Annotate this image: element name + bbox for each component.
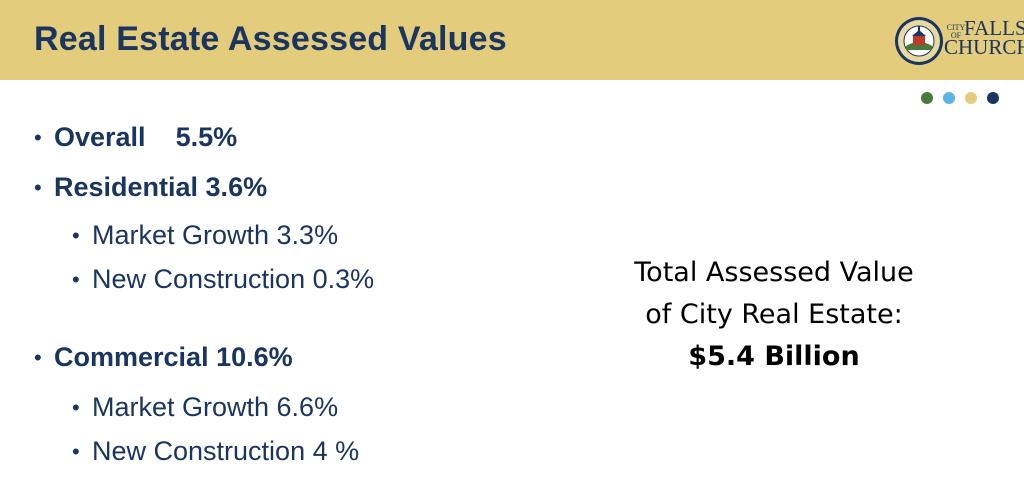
logo-wordmark: FALLS CHURCH	[944, 16, 1024, 58]
total-assessed-summary: Total Assessed Value of City Real Estate…	[604, 252, 944, 378]
accent-dot	[987, 92, 999, 104]
accent-dot	[965, 92, 977, 104]
accent-dot	[921, 92, 933, 104]
logo-line-1: FALLS	[964, 16, 1024, 40]
city-logo: CITY OF FALLS CHURCH	[894, 16, 1024, 70]
logo-line-2: CHURCH	[944, 35, 1024, 59]
bullet-text: New Construction 0.3%	[92, 264, 375, 294]
bullet-text: Residential 3.6%	[54, 172, 268, 202]
bullet-text: Overall 5.5%	[54, 122, 238, 152]
summary-line-2: of City Real Estate:	[645, 299, 903, 330]
bullet-mark: •	[72, 267, 80, 292]
bullet-mark: •	[72, 223, 80, 248]
title-banner: Real Estate Assessed Values CITY OF FALL…	[0, 0, 1024, 80]
bullet-text: Market Growth 6.6%	[92, 392, 339, 422]
logo-small-text: CITY OF	[946, 23, 966, 40]
slide-title: Real Estate Assessed Values	[34, 20, 507, 58]
bullet-text: Commercial 10.6%	[54, 342, 293, 372]
summary-line-1: Total Assessed Value	[634, 257, 914, 288]
summary-amount: $5.4 Billion	[688, 341, 860, 372]
bullet-text: New Construction 4 %	[92, 436, 360, 466]
bullet-mark: •	[34, 125, 42, 150]
bullet-mark: •	[72, 439, 80, 464]
accent-dot	[943, 92, 955, 104]
city-seal-icon	[895, 17, 943, 65]
bullet-mark: •	[72, 395, 80, 420]
bullet-text: Market Growth 3.3%	[92, 220, 339, 250]
bullet-mark: •	[34, 345, 42, 370]
bullet-mark: •	[34, 175, 42, 200]
